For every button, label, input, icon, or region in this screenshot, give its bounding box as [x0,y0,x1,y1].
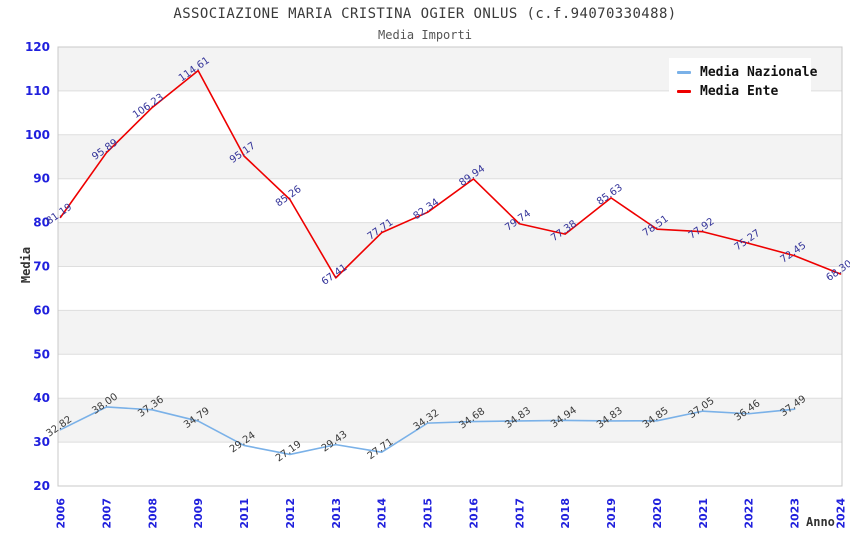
svg-text:110: 110 [25,84,50,98]
svg-text:2006: 2006 [55,498,68,529]
svg-text:2013: 2013 [330,498,343,529]
svg-text:27.19: 27.19 [274,439,304,464]
chart-title: ASSOCIAZIONE MARIA CRISTINA OGIER ONLUS … [173,6,677,22]
svg-text:30: 30 [33,435,50,449]
svg-text:60: 60 [33,303,50,317]
legend-label-media-ente: Media Ente [700,84,779,99]
svg-text:2016: 2016 [467,498,480,529]
svg-text:100: 100 [25,128,50,142]
svg-text:2012: 2012 [284,498,297,529]
svg-text:2020: 2020 [651,498,664,529]
svg-text:70: 70 [33,260,50,274]
legend-label-media-nazionale: Media Nazionale [700,65,818,80]
svg-text:120: 120 [25,40,50,54]
series-line-media-ente [59,69,842,279]
svg-text:2015: 2015 [422,498,435,529]
svg-text:2014: 2014 [376,498,389,529]
svg-text:2018: 2018 [559,498,572,529]
svg-text:82.34: 82.34 [412,197,442,222]
legend: Media Nazionale Media Ente [669,58,817,107]
svg-text:2019: 2019 [605,498,618,529]
svg-text:40: 40 [33,391,50,405]
x-axis-title: Anno [806,515,835,529]
svg-text:80: 80 [33,216,50,230]
legend-item-media-nazionale[interactable]: Media Nazionale [669,63,817,82]
chart-subtitle: Media Importi [378,28,472,42]
legend-swatch-media-ente-icon [677,90,691,93]
svg-text:2017: 2017 [513,498,526,529]
svg-text:20: 20 [33,479,50,493]
svg-text:2021: 2021 [697,498,710,529]
series-line-media-nazionale [59,406,796,456]
x-tick-labels: 2006 2007 2008 2009 2011 2012 2013 2014 2015 2016… [55,498,848,529]
svg-text:2022: 2022 [743,498,756,529]
svg-text:2009: 2009 [192,498,205,529]
plot-bands [58,47,842,443]
svg-text:2008: 2008 [146,498,159,529]
svg-text:90: 90 [33,172,50,186]
svg-text:2023: 2023 [789,498,802,529]
plot-border [57,46,843,487]
y-axis-title: Media [19,246,33,284]
y-tick-labels: 20 30 40 50 60 70 80 90 100 110 120 [25,40,50,493]
svg-text:2007: 2007 [100,498,113,529]
svg-text:2011: 2011 [238,498,251,529]
svg-text:106.23: 106.23 [131,92,166,121]
legend-swatch-media-nazionale-icon [677,71,691,74]
svg-text:50: 50 [33,347,50,361]
svg-text:2024: 2024 [835,498,848,529]
legend-item-media-ente[interactable]: Media Ente [669,82,811,101]
